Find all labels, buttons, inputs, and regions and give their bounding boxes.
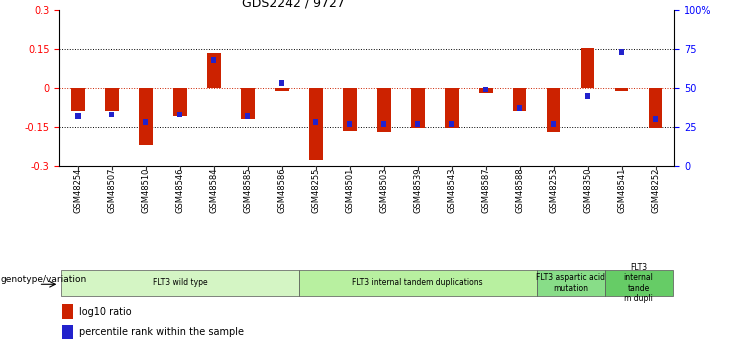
Bar bbox=[207, 53, 221, 88]
Bar bbox=[615, 88, 628, 91]
Text: FLT3 aspartic acid
mutation: FLT3 aspartic acid mutation bbox=[536, 273, 605, 293]
FancyBboxPatch shape bbox=[605, 270, 673, 296]
Bar bbox=[343, 88, 356, 131]
Bar bbox=[517, 105, 522, 111]
Text: FLT3
internal
tande
m dupli: FLT3 internal tande m dupli bbox=[624, 263, 654, 303]
Title: GDS2242 / 9727: GDS2242 / 9727 bbox=[242, 0, 345, 9]
FancyBboxPatch shape bbox=[299, 270, 536, 296]
Text: GSM48543: GSM48543 bbox=[448, 168, 456, 213]
Bar bbox=[71, 88, 84, 111]
Text: GSM48586: GSM48586 bbox=[277, 168, 286, 213]
Bar bbox=[381, 121, 386, 127]
Text: GSM48539: GSM48539 bbox=[413, 168, 422, 213]
Bar bbox=[313, 119, 319, 125]
Text: GSM48252: GSM48252 bbox=[651, 168, 660, 213]
Bar bbox=[585, 93, 591, 99]
FancyBboxPatch shape bbox=[61, 270, 299, 296]
Bar bbox=[62, 325, 73, 339]
Text: GSM48350: GSM48350 bbox=[583, 168, 592, 213]
Text: GSM48588: GSM48588 bbox=[515, 168, 524, 213]
Bar bbox=[143, 119, 148, 125]
Bar bbox=[551, 121, 556, 127]
Bar bbox=[483, 87, 488, 92]
Bar bbox=[649, 88, 662, 128]
Text: GSM48541: GSM48541 bbox=[617, 168, 626, 213]
Bar bbox=[177, 111, 182, 117]
Bar bbox=[348, 121, 353, 127]
Text: GSM48253: GSM48253 bbox=[549, 168, 558, 213]
Text: GSM48584: GSM48584 bbox=[210, 168, 219, 213]
Bar bbox=[279, 80, 285, 86]
Bar bbox=[581, 48, 594, 88]
Bar bbox=[513, 88, 527, 111]
Text: GSM48510: GSM48510 bbox=[142, 168, 150, 213]
Bar bbox=[479, 88, 493, 93]
Text: percentile rank within the sample: percentile rank within the sample bbox=[79, 327, 244, 337]
Text: GSM48546: GSM48546 bbox=[176, 168, 185, 213]
Text: log10 ratio: log10 ratio bbox=[79, 307, 132, 317]
Text: GSM48501: GSM48501 bbox=[345, 168, 354, 213]
Text: GSM48255: GSM48255 bbox=[311, 168, 320, 213]
Bar bbox=[139, 88, 153, 145]
Bar bbox=[411, 88, 425, 128]
Text: GSM48587: GSM48587 bbox=[481, 168, 491, 213]
Bar bbox=[653, 116, 658, 122]
Bar bbox=[110, 111, 115, 117]
Bar bbox=[62, 304, 73, 319]
Bar bbox=[76, 113, 81, 119]
Text: genotype/variation: genotype/variation bbox=[1, 275, 87, 284]
Bar bbox=[173, 88, 187, 117]
Text: FLT3 internal tandem duplications: FLT3 internal tandem duplications bbox=[353, 278, 483, 287]
Bar bbox=[445, 88, 459, 128]
Text: GSM48585: GSM48585 bbox=[243, 168, 253, 213]
Bar bbox=[211, 57, 216, 63]
Bar bbox=[309, 88, 322, 160]
Bar bbox=[241, 88, 255, 119]
Bar bbox=[619, 49, 624, 55]
Bar bbox=[415, 121, 420, 127]
Bar bbox=[105, 88, 119, 111]
FancyBboxPatch shape bbox=[536, 270, 605, 296]
Text: GSM48507: GSM48507 bbox=[107, 168, 116, 213]
Bar bbox=[245, 113, 250, 119]
Bar bbox=[449, 121, 454, 127]
Bar bbox=[377, 88, 391, 132]
Text: GSM48254: GSM48254 bbox=[73, 168, 82, 213]
Bar bbox=[275, 88, 289, 91]
Text: FLT3 wild type: FLT3 wild type bbox=[153, 278, 207, 287]
Text: GSM48503: GSM48503 bbox=[379, 168, 388, 213]
Bar bbox=[547, 88, 560, 132]
